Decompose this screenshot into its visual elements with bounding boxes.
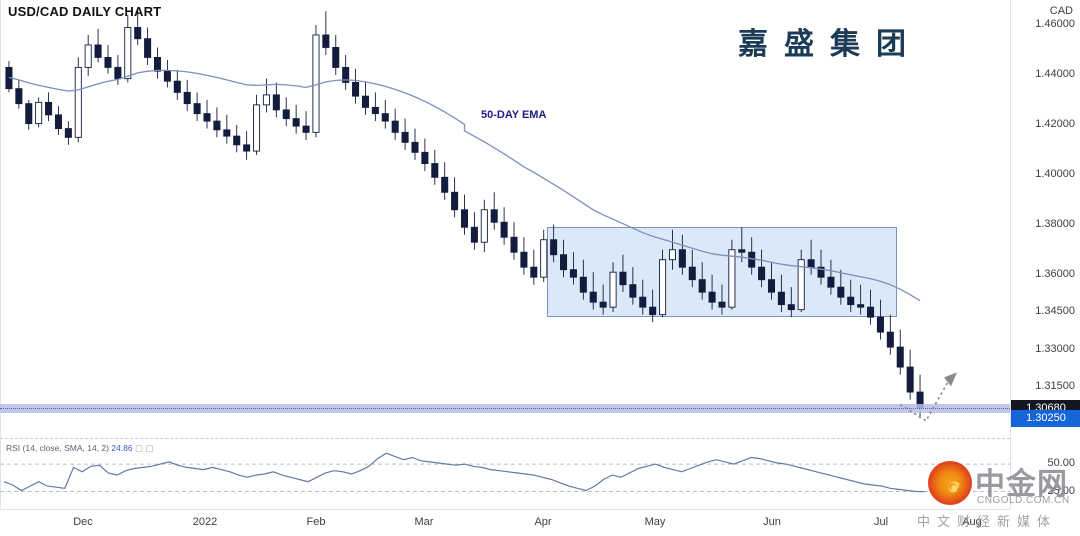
ema-line-50	[8, 69, 921, 302]
site-tagline: 中文财经新媒体	[917, 515, 1058, 530]
time-tick: Aug	[962, 516, 982, 528]
price-tick: 1.33000	[1035, 342, 1075, 355]
price-tick: 1.38000	[1035, 217, 1075, 230]
price-axis[interactable]: CAD 1.30680 1.30250 1.46000 1.44000 1.4200…	[1010, 0, 1080, 509]
candlestick-series	[5, 8, 924, 419]
time-tick: Jul	[873, 516, 889, 528]
time-tick: Jun	[763, 516, 781, 528]
rebound-projection-arrow	[899, 372, 957, 422]
time-tick: Mar	[414, 516, 434, 528]
last-price-tag: 1.30250	[1011, 410, 1080, 428]
price-tick: 1.34500	[1035, 305, 1075, 318]
rsi-line-series	[0, 452, 1010, 493]
price-tick: 1.31500	[1035, 380, 1075, 393]
time-tick: Dec	[73, 516, 93, 528]
page-title: USD/CAD DAILY CHART	[8, 4, 162, 19]
time-axis[interactable]: Dec 2022 Feb Mar Apr May Jun Jul Aug	[0, 509, 1010, 536]
rsi-tick: 50.00	[1047, 457, 1075, 470]
rsi-legend-value: 24.86	[111, 443, 133, 453]
time-tick: May	[644, 516, 666, 528]
price-tick: 1.42000	[1035, 117, 1075, 130]
rsi-tick: 25.00	[1047, 484, 1075, 497]
rsi-left-border	[0, 440, 1, 508]
rsi-legend: RSI (14, close, SMA, 14, 2) 24.86 ▢ ▢	[6, 443, 153, 454]
price-tick: 1.36000	[1035, 267, 1075, 280]
swirl-glyph	[948, 481, 960, 493]
brand-watermark: 嘉盛集团	[738, 27, 922, 62]
pane-left-border	[0, 0, 1, 509]
time-tick: 2022	[192, 516, 218, 528]
price-tick: 1.46000	[1035, 17, 1075, 30]
currency-label: CAD	[1049, 5, 1073, 17]
site-url: CNGOLD.COM.CN	[977, 495, 1070, 506]
price-chart-pane[interactable]: USD/CAD DAILY CHART 50-DAY EMA 嘉盛集团	[0, 0, 1010, 509]
cngold-logo-icon	[928, 461, 972, 505]
pane-divider	[0, 438, 1010, 439]
rsi-legend-title: RSI (14, close, SMA, 14, 2)	[6, 443, 109, 453]
rsi-legend-icons: ▢ ▢	[135, 443, 154, 453]
price-tick: 1.44000	[1035, 67, 1075, 80]
rsi-indicator-pane[interactable]	[0, 440, 1010, 508]
site-name: 中金网	[975, 467, 1068, 502]
price-tick: 1.40000	[1035, 167, 1075, 180]
time-tick: Feb	[306, 516, 326, 528]
current-price-line	[0, 407, 1010, 409]
ema-annotation-label: 50-DAY EMA	[481, 109, 547, 121]
site-watermark: 中金网 CNGOLD.COM.CN 中文财经新媒体	[917, 455, 1080, 535]
time-tick: Apr	[534, 516, 552, 528]
